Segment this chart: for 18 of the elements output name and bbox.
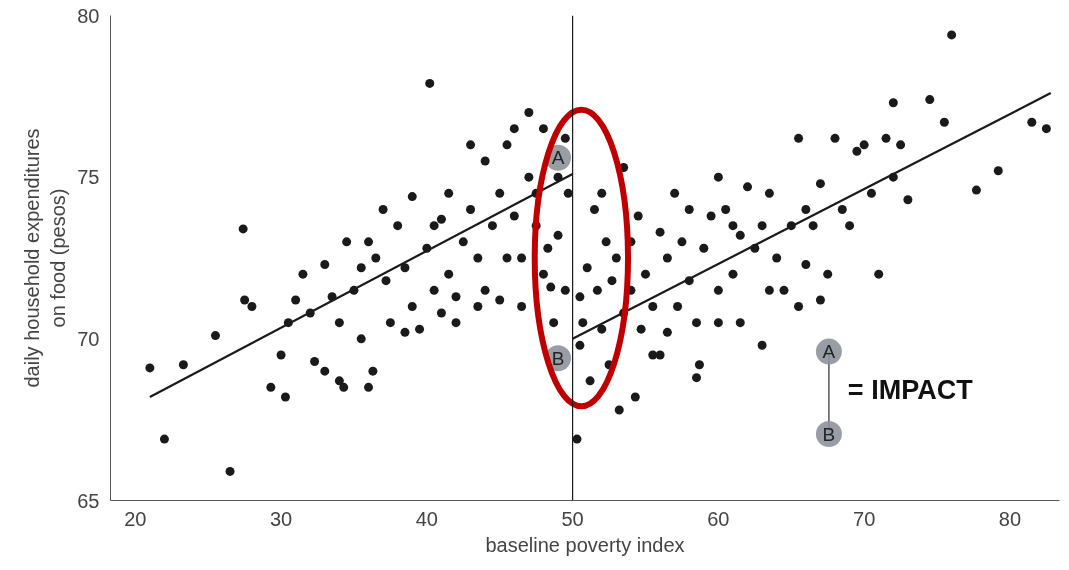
x-tick-label: 70 <box>853 507 876 530</box>
y-tick-label: 75 <box>77 166 100 189</box>
x-tick-label: 50 <box>561 507 584 530</box>
annotation: B <box>551 347 565 369</box>
x-tick-label: 40 <box>415 507 438 530</box>
annotation: A <box>822 341 836 363</box>
y-tick-label: 65 <box>77 489 100 512</box>
annotation: B <box>822 423 836 445</box>
x-tick-label: 30 <box>269 507 293 530</box>
y-axis-title: daily household expenditures on food (pesos) <box>20 128 70 388</box>
x-axis-title: baseline poverty index <box>485 533 685 556</box>
x-tick-label: 80 <box>998 507 1022 530</box>
y-tick-label: 70 <box>77 327 100 350</box>
annotation: A <box>551 147 565 169</box>
y-tick-label: 80 <box>77 4 100 27</box>
x-tick-label: 20 <box>124 507 147 530</box>
x-tick-label: 60 <box>707 507 730 530</box>
annotation: = IMPACT <box>847 374 974 405</box>
